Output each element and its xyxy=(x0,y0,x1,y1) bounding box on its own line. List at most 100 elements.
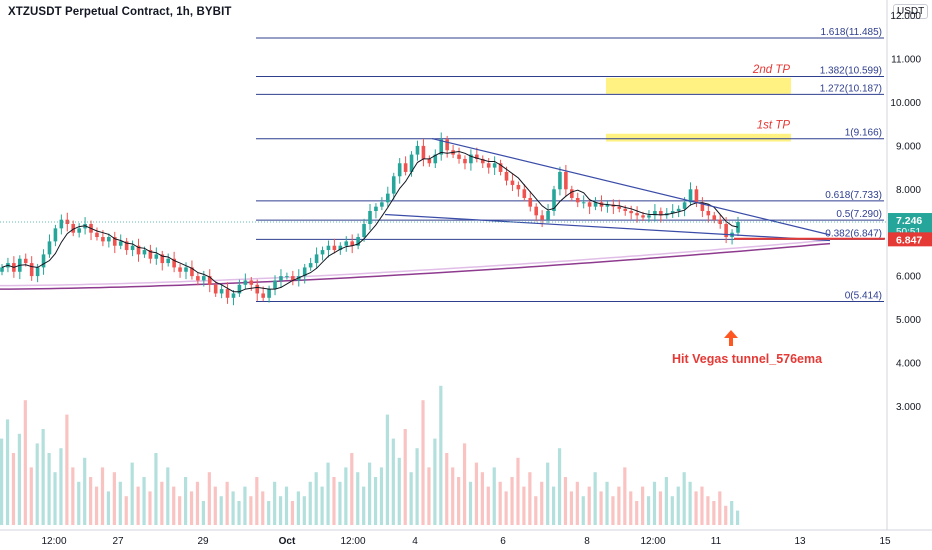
candle-body xyxy=(510,180,515,185)
volume-bar xyxy=(462,443,467,525)
candle-body xyxy=(320,250,325,255)
volume-bar xyxy=(278,496,283,525)
x-tick-label: 12:00 xyxy=(41,536,66,547)
volume-bar xyxy=(504,491,508,525)
volume-bar xyxy=(468,481,473,525)
candle-body xyxy=(207,276,212,285)
volume-bar xyxy=(540,481,544,525)
volume-bar xyxy=(712,501,716,525)
volume-bar xyxy=(373,477,378,525)
candle-body xyxy=(558,171,562,190)
price-tag-value: 7.246 xyxy=(896,215,922,227)
volume-bar xyxy=(552,486,556,525)
candle-body xyxy=(332,245,337,251)
volume-bar xyxy=(23,400,27,525)
candle-body xyxy=(463,158,467,164)
candle-body xyxy=(575,197,580,203)
currency-button[interactable]: USDT xyxy=(893,4,929,19)
volume-bar xyxy=(231,491,235,525)
volume-bar xyxy=(94,486,99,525)
price-tag-bg xyxy=(888,232,932,247)
candle-body xyxy=(142,250,147,255)
candle-body xyxy=(368,211,372,225)
candle-body xyxy=(736,222,740,233)
candle-body xyxy=(29,263,34,277)
candle-body xyxy=(166,258,170,264)
wedge-trendlines xyxy=(0,137,887,242)
candle-body xyxy=(682,202,687,209)
candle-body xyxy=(534,206,538,216)
candle-body xyxy=(498,163,503,172)
fib-label: 1.272(10.187) xyxy=(820,83,882,94)
price-axis[interactable]: 3.0004.0005.0006.0007.0008.0009.00010.00… xyxy=(890,11,921,413)
candle-body xyxy=(374,206,378,211)
candle-body xyxy=(641,215,645,218)
candle-body xyxy=(190,267,194,277)
volume-bar xyxy=(195,481,200,525)
volume-bar xyxy=(658,491,663,525)
candle-body xyxy=(326,245,331,251)
candle-body xyxy=(391,176,396,194)
candle-body xyxy=(261,293,265,298)
x-tick-label: Oct xyxy=(279,536,296,547)
candle-body xyxy=(160,254,165,264)
candle-body xyxy=(676,208,681,211)
volume-bar xyxy=(593,472,597,525)
candle-body xyxy=(344,241,349,246)
volume-bar xyxy=(730,501,734,525)
candle-body xyxy=(653,211,657,216)
volume-bar xyxy=(652,481,657,525)
volume-bar xyxy=(136,486,140,525)
volume-bar xyxy=(237,501,241,525)
lower-trendline xyxy=(384,213,831,242)
candle-body xyxy=(178,267,182,272)
candle-body xyxy=(95,232,99,238)
volume-bar xyxy=(47,453,51,525)
candle-body xyxy=(124,241,129,251)
volume-bar xyxy=(338,481,342,525)
volume-bar xyxy=(189,491,194,525)
volume-bar xyxy=(5,419,10,525)
x-tick-label: 12:00 xyxy=(640,536,665,547)
candle-body xyxy=(196,276,200,281)
vegas-tunnel-ema xyxy=(0,239,831,290)
candle-body xyxy=(225,289,230,298)
volume-bar xyxy=(11,453,16,525)
candle-body xyxy=(243,280,248,285)
x-tick-label: 4 xyxy=(412,536,418,547)
volume-bar xyxy=(124,496,128,525)
candle-body xyxy=(154,254,159,259)
volume-bar xyxy=(172,486,176,525)
volume-bar xyxy=(605,481,609,525)
y-tick-label: 12.000 xyxy=(890,11,921,22)
candle-body xyxy=(380,202,384,207)
candle-body xyxy=(403,163,408,172)
y-tick-label: 11.000 xyxy=(891,55,921,66)
volume-bar xyxy=(534,496,538,525)
volume-bar xyxy=(451,467,455,525)
candle-body xyxy=(255,284,260,294)
volume-bar xyxy=(89,477,93,525)
time-axis[interactable]: 12:00 27 29 Oct 12:00 4 6 8 12:00 11 13 15 xyxy=(41,536,891,547)
candle-body xyxy=(273,280,277,290)
candle-body xyxy=(629,211,633,214)
volume-bar xyxy=(736,510,740,525)
volume-bar xyxy=(83,457,87,525)
volume-bar xyxy=(29,467,33,525)
volume-bar xyxy=(528,472,532,525)
candle-body xyxy=(148,250,153,259)
volume-bar xyxy=(35,443,39,525)
fib-label: 0.5(7.290) xyxy=(836,209,882,220)
y-tick-label: 10.000 xyxy=(890,98,921,109)
volume-bar xyxy=(433,438,437,525)
candle-body xyxy=(130,245,135,251)
candle-body xyxy=(213,284,218,294)
volume-bar xyxy=(290,501,295,525)
volume-bar xyxy=(421,400,425,525)
candle-body xyxy=(118,241,123,246)
up-arrow-icon xyxy=(724,330,738,346)
fib-label: 0(5.414) xyxy=(845,291,882,302)
volume-bar xyxy=(718,491,722,525)
volume-bar xyxy=(154,453,158,525)
